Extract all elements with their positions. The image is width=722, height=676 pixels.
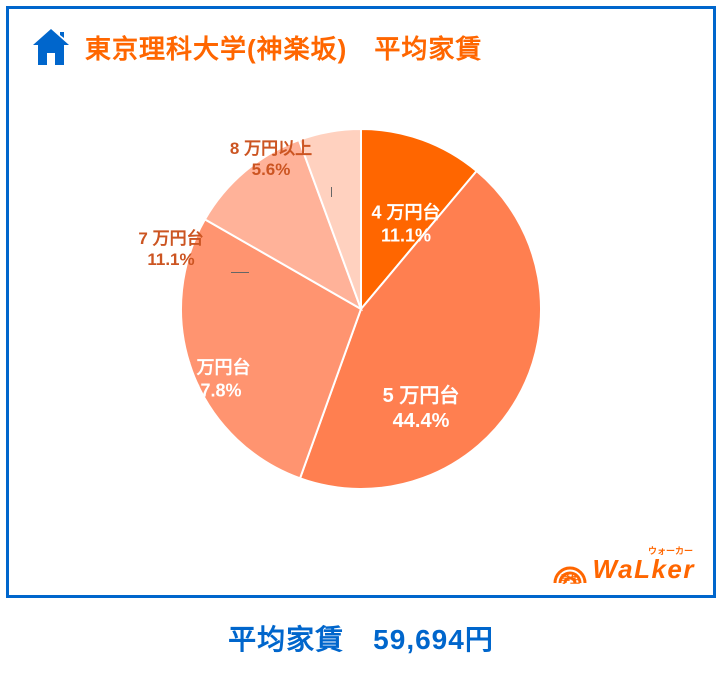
svg-text:学生: 学生 [560,573,580,585]
logo-ruby: ウォーカー [648,544,693,557]
leader-line [331,187,332,197]
pie-svg [171,119,551,499]
slice-label: 7 万円台11.1% [138,228,203,271]
logo-main: WaLker [593,554,695,584]
slice-label: 4 万円台11.1% [371,202,440,247]
house-icon [29,25,73,69]
footer-summary: 平均家賃 59,694円 [0,604,722,676]
logo: 学生 WaLker ウォーカー [551,553,695,585]
pie-chart: 4 万円台11.1% 5 万円台44.4% 6 万円台27.8% 7 万円台11.1%… [21,69,701,549]
slice-label: 5 万円台44.4% [383,384,460,434]
chart-container: 東京理科大学(神楽坂) 平均家賃 4 万円台11.1% 5 万円台44.4% 6 万… [6,6,716,598]
header: 東京理科大学(神楽坂) 平均家賃 [29,25,701,69]
leader-line [231,272,249,273]
logo-text: WaLker ウォーカー [593,554,695,585]
slice-label: 6 万円台27.8% [181,357,250,402]
slice-label: 8 万円以上5.6% [230,138,312,181]
page-title: 東京理科大学(神楽坂) 平均家賃 [85,29,482,66]
logo-arc-icon: 学生 [551,553,589,585]
